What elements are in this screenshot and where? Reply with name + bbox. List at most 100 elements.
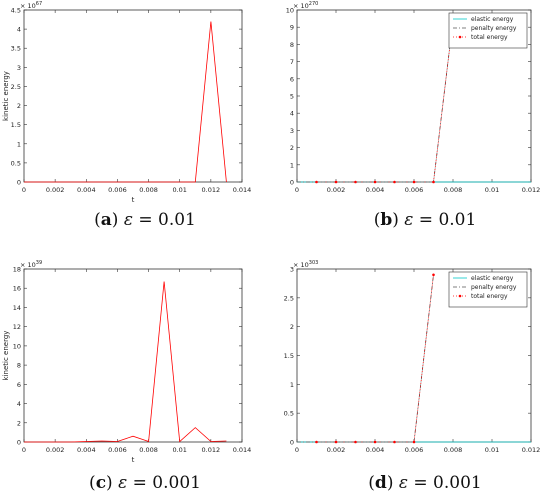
legend-marker: [458, 294, 462, 298]
y-tick-label: 2: [290, 144, 294, 152]
legend-label: total energy: [471, 34, 508, 41]
x-tick-label: 0.002: [327, 186, 346, 194]
y-tick-label: 3: [17, 64, 21, 72]
x-tick-label: 0: [295, 446, 299, 454]
x-tick-label: 0.008: [444, 446, 463, 454]
y-tick-label: 8: [290, 41, 294, 49]
panel-a: 0 0.002 0.004 0.006 0.008 0.01 0.012 0.014 0 0.5 1…: [0, 0, 275, 240]
plot-area: [23, 9, 243, 183]
caption-a: (a) ε = 0.01: [94, 210, 196, 230]
legend-label: elastic energy: [471, 16, 514, 23]
series-point: [373, 180, 377, 184]
x-tick-label: 0: [295, 186, 299, 194]
y-tick-label: 3: [290, 127, 294, 135]
y-tick-label: 1: [290, 381, 294, 389]
chart-d: 0 0.002 0.004 0.006 0.008 0.01 0.012 0 0.5 1 1.5 2 2…: [284, 260, 541, 454]
series-point: [315, 180, 318, 184]
y-tick-label: 4.5: [11, 7, 21, 15]
x-tick-label: 0.008: [139, 186, 158, 194]
y-tick-label: 6: [17, 381, 21, 389]
series-line: [24, 281, 227, 443]
y-tick-label: 10: [13, 342, 21, 350]
y-tick-label: 4: [17, 26, 21, 34]
x-tick-label: 0.006: [108, 186, 127, 194]
series-point: [334, 440, 338, 444]
y-tick-label: 5: [290, 93, 294, 101]
y-tick-label: 0.5: [11, 159, 21, 167]
y-tick-label: 1: [290, 161, 294, 169]
y-tick-label: 2: [17, 419, 21, 427]
series-point: [334, 180, 338, 184]
x-tick-label: 0.004: [77, 186, 96, 194]
series-point: [432, 273, 435, 277]
series-line: [24, 21, 227, 183]
series-point: [412, 440, 416, 444]
legend-label: penalty energy: [471, 284, 517, 291]
x-tick-label: 0.006: [405, 186, 424, 194]
legend-label: elastic energy: [471, 275, 514, 282]
series-point: [432, 180, 435, 184]
chart-a: 0 0.002 0.004 0.006 0.008 0.01 0.012 0.014 0 0.5 1…: [2, 1, 252, 204]
x-tick-label: 0.012: [202, 186, 221, 194]
series-point: [393, 440, 396, 444]
x-tick-label: 0.004: [366, 186, 385, 194]
x-tick-label: 0.008: [139, 446, 158, 454]
x-tick-label: 0.002: [327, 446, 346, 454]
legend-label: total energy: [471, 293, 508, 300]
caption-d: (d) ε = 0.001: [368, 473, 482, 493]
y-tick-label: 9: [290, 24, 294, 32]
x-tick-label: 0: [22, 446, 26, 454]
legend-label: penalty energy: [471, 25, 517, 32]
y-tick-label: 2: [17, 102, 21, 110]
y-tick-label: 0: [290, 439, 294, 447]
panel-c: 0 0.002 0.004 0.006 0.008 0.01 0.012 0.014 0 2 4 6 8…: [0, 258, 275, 503]
y-tick-label: 2.5: [11, 83, 21, 91]
y-multiplier: × 1067: [20, 1, 42, 10]
x-tick-label: 0.014: [233, 186, 252, 194]
y-tick-label: 3: [290, 266, 294, 274]
y-tick-label: 2.5: [284, 294, 294, 302]
panel-d: 0 0.002 0.004 0.006 0.008 0.01 0.012 0 0.5 1 1.5 2 2…: [275, 258, 550, 503]
x-tick-label: 0: [22, 186, 26, 194]
series-point: [315, 440, 318, 444]
y-tick-label: 4: [17, 400, 21, 408]
y-tick-label: 14: [13, 304, 21, 312]
y-tick-label: 0.5: [284, 410, 294, 418]
x-axis-label: t: [132, 456, 135, 464]
caption-b: (b) ε = 0.01: [373, 210, 477, 230]
y-tick-label: 4: [290, 110, 294, 118]
y-tick-label: 0: [17, 439, 21, 447]
y-tick-label: 0: [17, 179, 21, 187]
x-tick-label: 0.008: [444, 186, 463, 194]
y-tick-label: 12: [13, 323, 21, 331]
panel-b: 0 0.002 0.004 0.006 0.008 0.01 0.012 0 1 2 3 4 5 6 7 8 9…: [275, 0, 550, 240]
x-tick-label: 0.002: [46, 446, 65, 454]
y-tick-label: 7: [290, 58, 294, 66]
y-multiplier: × 10303: [293, 260, 318, 269]
x-axis-label: t: [132, 196, 135, 204]
x-tick-label: 0.01: [485, 446, 499, 454]
x-tick-label: 0.012: [522, 186, 541, 194]
y-tick-label: 1.5: [284, 352, 294, 360]
y-tick-label: 6: [290, 75, 294, 83]
y-tick-label: 18: [13, 266, 21, 274]
chart-b: 0 0.002 0.004 0.006 0.008 0.01 0.012 0 1 2 3 4 5 6 7 8 9…: [286, 1, 541, 194]
y-tick-label: 8: [17, 362, 21, 370]
series-point: [412, 180, 416, 184]
x-tick-label: 0.012: [522, 446, 541, 454]
x-tick-label: 0.01: [485, 186, 499, 194]
y-tick-label: 10: [286, 7, 294, 15]
series-point: [354, 440, 357, 444]
y-axis-label: kinetic energy: [2, 71, 10, 121]
series-point: [393, 180, 396, 184]
y-multiplier: × 10270: [293, 1, 318, 10]
x-tick-label: 0.004: [366, 446, 385, 454]
y-tick-label: 1.5: [11, 121, 21, 129]
x-tick-label: 0.014: [233, 446, 252, 454]
series-point: [373, 440, 377, 444]
y-axis-label: kinetic energy: [2, 331, 10, 381]
x-tick-label: 0.006: [108, 446, 127, 454]
x-tick-label: 0.01: [172, 186, 186, 194]
series-point: [354, 180, 357, 184]
y-tick-label: 16: [13, 285, 21, 293]
